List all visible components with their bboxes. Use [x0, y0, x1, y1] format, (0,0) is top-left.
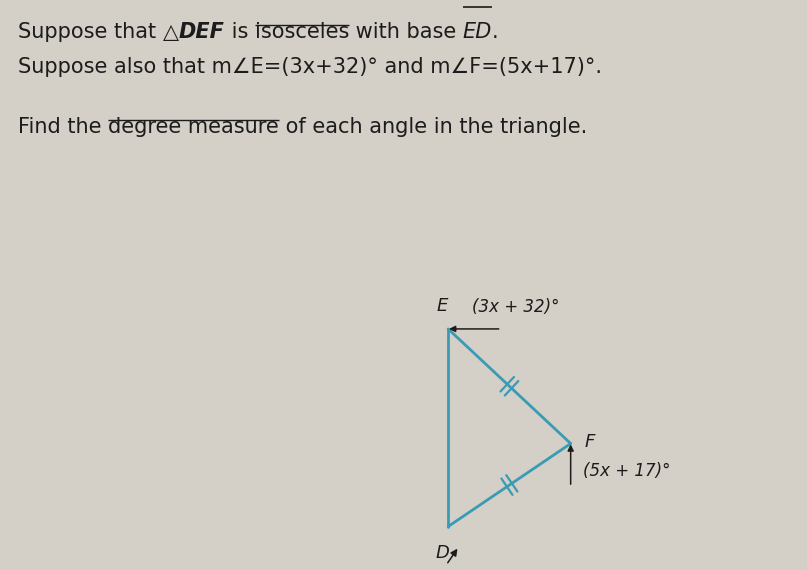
- Text: Find the: Find the: [18, 117, 108, 137]
- Text: ED: ED: [463, 22, 492, 42]
- Text: Suppose also that m∠E=(3x+32)° and m∠F=(5x+17)°.: Suppose also that m∠E=(3x+32)° and m∠F=(…: [18, 57, 602, 77]
- Text: (3x + 32)°: (3x + 32)°: [472, 298, 559, 316]
- Text: is: is: [224, 22, 255, 42]
- Text: DEF: DEF: [178, 22, 224, 42]
- Text: F: F: [584, 433, 595, 450]
- Text: Suppose that: Suppose that: [18, 22, 163, 42]
- Text: with base: with base: [349, 22, 463, 42]
- Text: degree measure: degree measure: [108, 117, 279, 137]
- Text: of each angle in the triangle.: of each angle in the triangle.: [279, 117, 587, 137]
- Text: E: E: [437, 297, 448, 315]
- Text: △: △: [163, 22, 178, 42]
- Text: (5x + 17)°: (5x + 17)°: [583, 462, 670, 480]
- Text: isosceles: isosceles: [255, 22, 349, 42]
- Text: D: D: [435, 544, 449, 563]
- Text: .: .: [492, 22, 499, 42]
